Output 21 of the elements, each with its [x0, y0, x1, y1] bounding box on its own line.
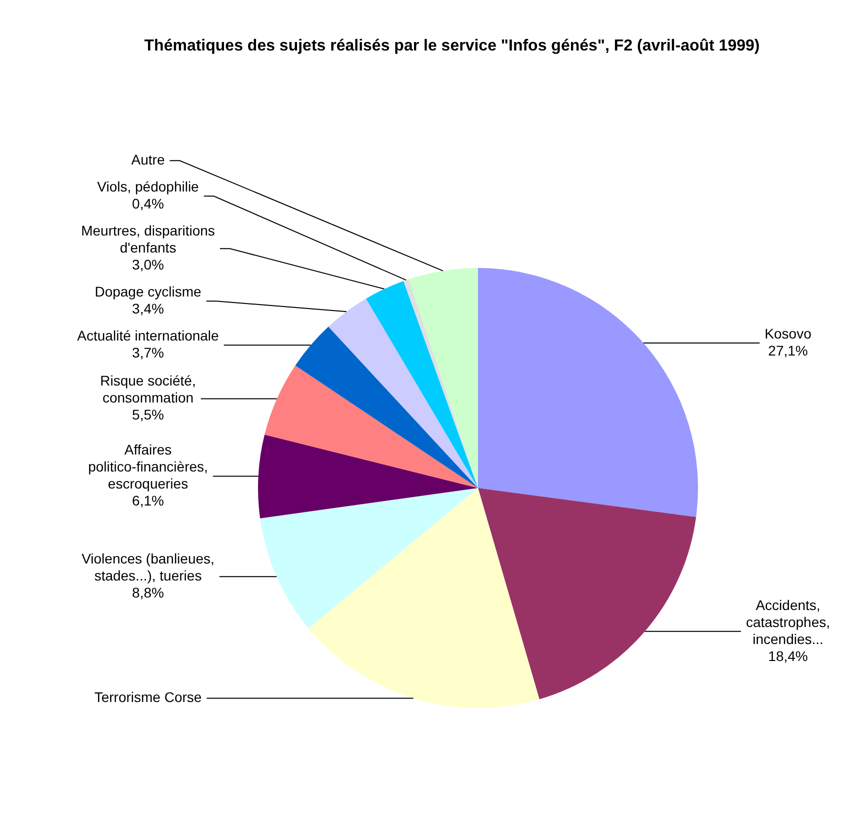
- chart-title: Thématiques des sujets réalisés par le service "Infos génés", F2 (avril-août 1999): [144, 37, 760, 54]
- slice-label: Actualité internationale: [77, 327, 220, 344]
- data-label: 6,1%: [132, 492, 164, 509]
- data-label: 3,4%: [132, 300, 164, 316]
- data-label: 27,1%: [768, 342, 808, 358]
- slice-label: Dopage cyclisme: [94, 283, 202, 300]
- data-label: 3,7%: [132, 344, 164, 360]
- slice-label: Autre: [131, 151, 165, 168]
- slice-label: Affaires politico-financières, escroqueries: [88, 442, 208, 492]
- data-label: 3,0%: [132, 256, 164, 272]
- data-label: 8,8%: [132, 584, 164, 600]
- data-label: 18,4%: [768, 648, 808, 664]
- slice-label: Viols, pédophilie: [97, 178, 200, 194]
- slice-label: Kosovo: [764, 325, 812, 342]
- slice-label: Terrorisme Corse: [94, 689, 202, 706]
- slice-label: Violences (banlieues, stades...), tueries: [82, 550, 214, 584]
- data-label: 5,5%: [132, 406, 164, 423]
- slice-label: Meurtres, disparitions d'enfants: [81, 222, 215, 256]
- slice-label: Risque société, consommation: [100, 372, 196, 406]
- slice-label: Accidents, catastrophes, incendies...: [746, 596, 830, 647]
- data-label: 0,4%: [132, 195, 164, 212]
